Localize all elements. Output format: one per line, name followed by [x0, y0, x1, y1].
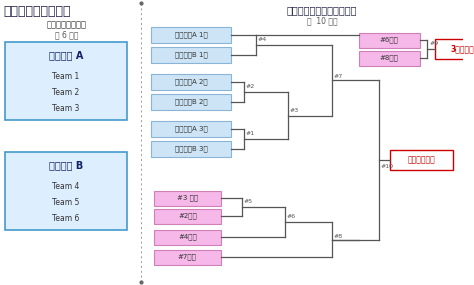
Bar: [151, 47, 231, 63]
Bar: [154, 229, 220, 245]
Bar: [5, 42, 127, 120]
Text: Team 6: Team 6: [52, 214, 80, 223]
Text: グループB 3位: グループB 3位: [175, 146, 208, 152]
Bar: [435, 39, 474, 59]
Text: グループB 1位: グループB 1位: [175, 52, 208, 58]
Text: 【ノックアウトステージ】: 【ノックアウトステージ】: [287, 5, 357, 15]
Text: Team 4: Team 4: [52, 182, 80, 191]
Text: #9: #9: [429, 41, 438, 46]
Bar: [151, 27, 231, 43]
Text: #8: #8: [334, 233, 343, 239]
Text: #4敗者: #4敗者: [178, 234, 197, 240]
Bar: [151, 94, 231, 110]
Text: グループ A: グループ A: [49, 50, 83, 60]
Bar: [359, 50, 419, 66]
Text: 野球　トーナメント: 野球 トーナメント: [3, 5, 71, 18]
Bar: [5, 152, 127, 230]
Text: #7敗者: #7敗者: [178, 254, 197, 260]
Bar: [151, 141, 231, 157]
Text: #2敗者: #2敗者: [178, 213, 197, 219]
Text: Team 2: Team 2: [52, 88, 80, 97]
Text: 【予選ラウンド】: 【予選ラウンド】: [46, 20, 86, 29]
Text: グループA 3位: グループA 3位: [175, 126, 208, 132]
Text: 全 6 試合: 全 6 試合: [55, 30, 78, 39]
Text: Team 1: Team 1: [52, 72, 80, 81]
Bar: [154, 190, 220, 205]
Bar: [151, 74, 231, 90]
Text: Team 3: Team 3: [52, 104, 80, 113]
Text: #4: #4: [257, 37, 267, 42]
Bar: [154, 249, 220, 264]
Text: #3: #3: [290, 107, 299, 113]
Text: Team 5: Team 5: [52, 198, 80, 207]
Text: グループ B: グループ B: [49, 160, 83, 170]
Bar: [151, 121, 231, 137]
Text: #8敗者: #8敗者: [380, 55, 399, 61]
Bar: [359, 32, 419, 48]
Text: 全  10 試合: 全 10 試合: [307, 16, 337, 25]
Text: グループA 2位: グループA 2位: [175, 79, 208, 85]
Text: グループA 1位: グループA 1位: [175, 32, 208, 38]
Bar: [154, 209, 220, 223]
Text: 決勝／表彰式: 決勝／表彰式: [408, 155, 436, 164]
Text: #2: #2: [246, 84, 255, 89]
Text: #6: #6: [287, 214, 296, 219]
Text: #6敗者: #6敗者: [380, 37, 399, 43]
Text: 3位決定戦: 3位決定戦: [450, 44, 474, 54]
Text: #3 敗者: #3 敗者: [177, 195, 198, 201]
Text: #5: #5: [244, 199, 253, 204]
Bar: [390, 150, 453, 170]
Text: #7: #7: [334, 74, 343, 79]
Text: グループB 2位: グループB 2位: [175, 99, 208, 105]
Text: #10: #10: [381, 164, 393, 169]
Text: #1: #1: [246, 131, 255, 136]
